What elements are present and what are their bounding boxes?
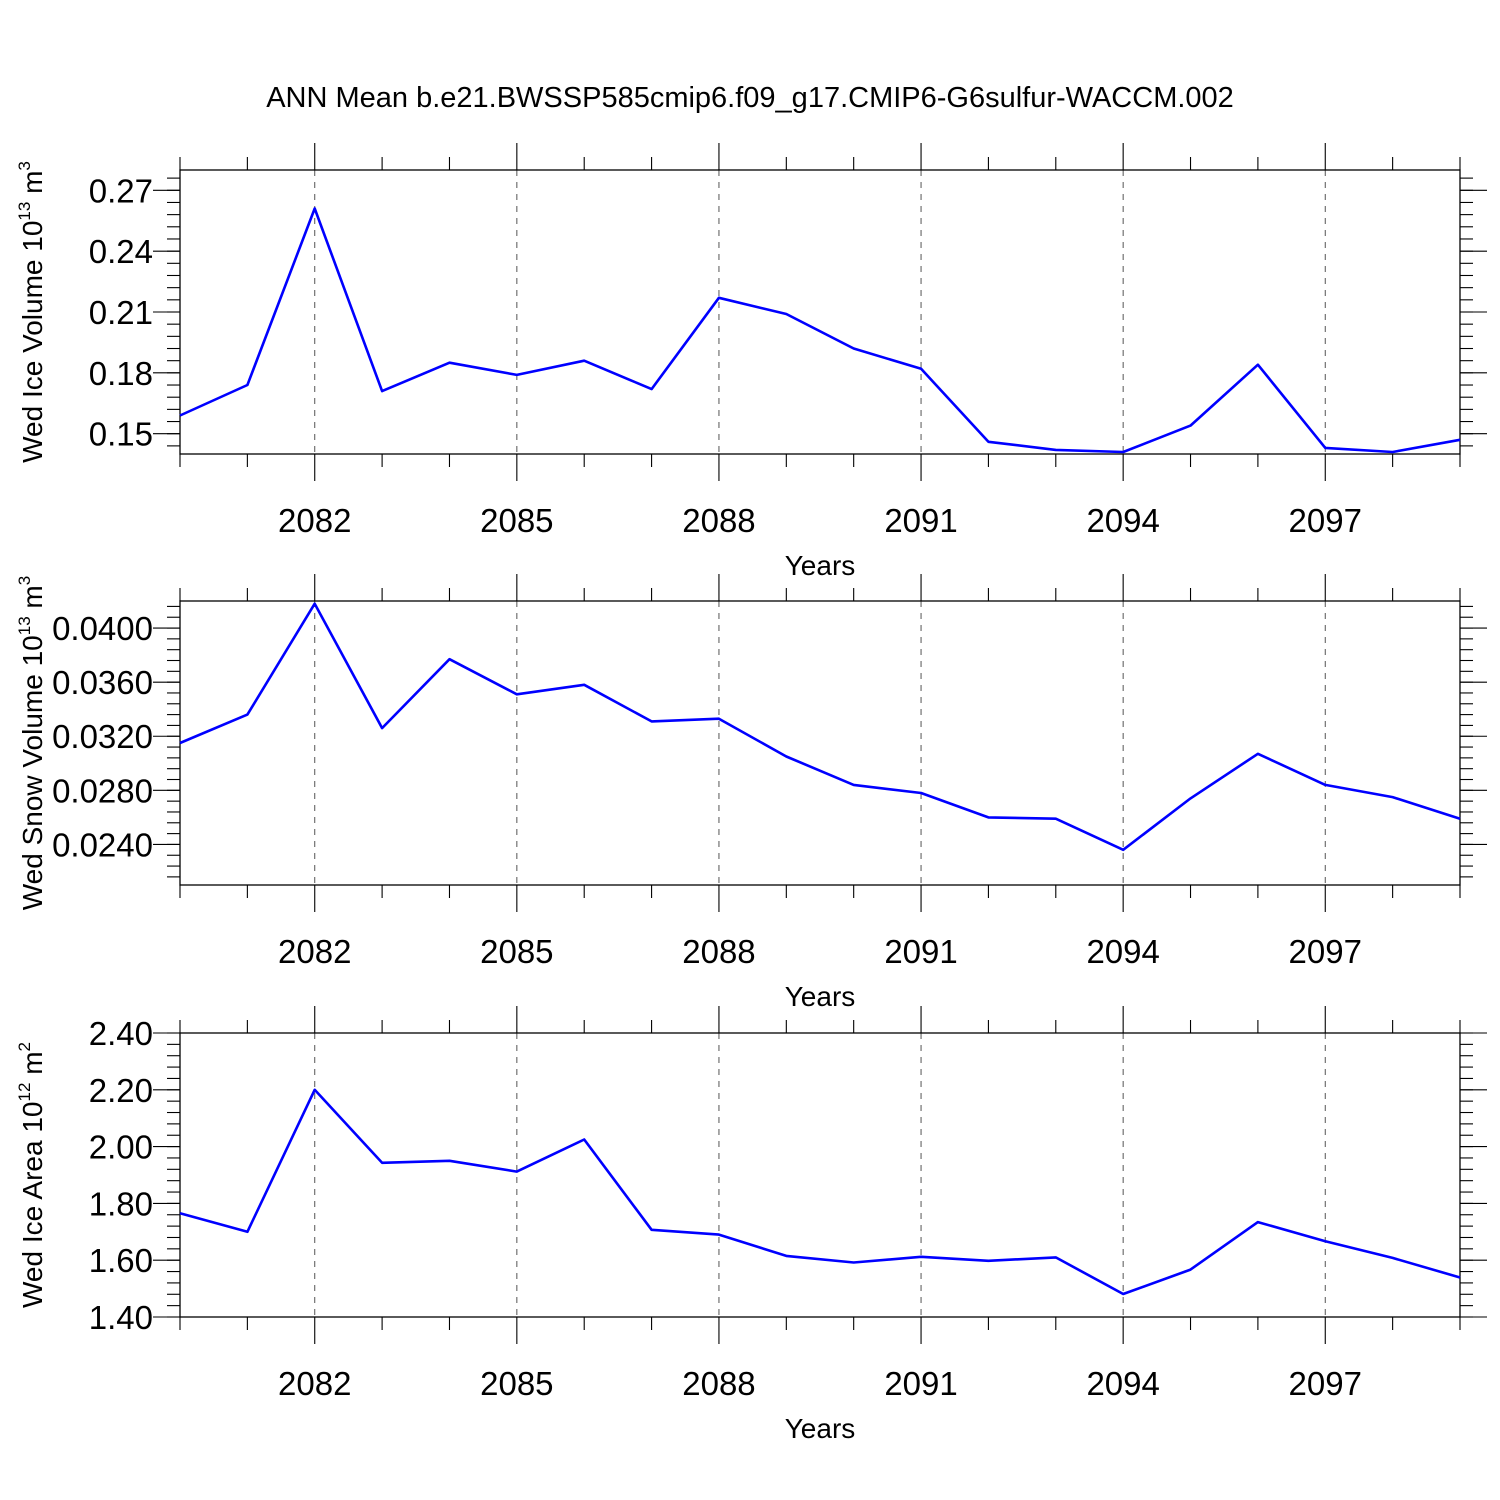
- x-tick-label: 2094: [1086, 933, 1159, 970]
- x-axis-label: Years: [785, 1413, 856, 1444]
- chart-panel-3: 1.40 1.60 1.80 2.00 2.20 2.40 2082 2085 2088 2091…: [15, 1006, 1487, 1444]
- x-tick-label: 2091: [884, 1365, 957, 1402]
- y-tick-label: 1.40: [89, 1299, 153, 1336]
- y-tick-label: 0.15: [89, 416, 153, 453]
- y-axis-label: Wed Ice Volume 1013 m3: [15, 161, 48, 463]
- plot-frame: [179, 169, 1461, 455]
- x-tick-label: 2097: [1289, 933, 1362, 970]
- y-tick-label: 0.18: [89, 355, 153, 392]
- y-tick-label: 0.0360: [52, 664, 153, 701]
- x-tick-label: 2094: [1086, 502, 1159, 539]
- y-axis-label: Wed Ice Area 1012 m2: [15, 1042, 48, 1308]
- x-tick-label: 2097: [1289, 502, 1362, 539]
- x-axis-label: Years: [785, 981, 856, 1012]
- series-line: [179, 207, 1461, 454]
- y-tick-label: 1.60: [89, 1242, 153, 1279]
- x-tick-label: 2091: [884, 502, 957, 539]
- y-axis-label: Wed Snow Volume 1013 m3: [15, 576, 48, 910]
- y-tick-label: 0.0280: [52, 772, 153, 809]
- plot-frame: [179, 600, 1461, 886]
- x-tick-label: 2082: [278, 1365, 351, 1402]
- x-tick-label: 2088: [682, 933, 755, 970]
- y-tick-label: 2.40: [89, 1015, 153, 1052]
- x-tick-label: 2088: [682, 502, 755, 539]
- y-tick-label: 1.80: [89, 1185, 153, 1222]
- y-tick-label: 0.27: [89, 172, 153, 209]
- chart-panel-2: 0.0240 0.0280 0.0320 0.0360 0.0400 2082 2085 20…: [15, 574, 1487, 1012]
- y-tick-label: 2.20: [89, 1072, 153, 1109]
- x-axis-label: Years: [785, 550, 856, 581]
- y-tick-label: 0.0240: [52, 826, 153, 863]
- x-tick-label: 2097: [1289, 1365, 1362, 1402]
- chart-panel-1: 0.15 0.18 0.21 0.24 0.27 2082 2085 2088 2091 2094…: [15, 143, 1487, 581]
- chart-title: ANN Mean b.e21.BWSSP585cmip6.f09_g17.CMI…: [266, 82, 1234, 114]
- y-tick-label: 2.00: [89, 1129, 153, 1166]
- x-tick-label: 2088: [682, 1365, 755, 1402]
- y-tick-label: 0.21: [89, 294, 153, 331]
- plot-frame: [179, 1032, 1461, 1318]
- x-tick-label: 2082: [278, 502, 351, 539]
- series-line: [179, 1088, 1461, 1296]
- series-line: [179, 602, 1461, 852]
- x-tick-label: 2091: [884, 933, 957, 970]
- x-tick-label: 2085: [480, 1365, 553, 1402]
- y-tick-label: 0.24: [89, 233, 153, 270]
- y-tick-label: 0.0320: [52, 718, 153, 755]
- x-tick-label: 2094: [1086, 1365, 1159, 1402]
- x-tick-label: 2082: [278, 933, 351, 970]
- x-tick-label: 2085: [480, 502, 553, 539]
- y-tick-label: 0.0400: [52, 610, 153, 647]
- x-tick-label: 2085: [480, 933, 553, 970]
